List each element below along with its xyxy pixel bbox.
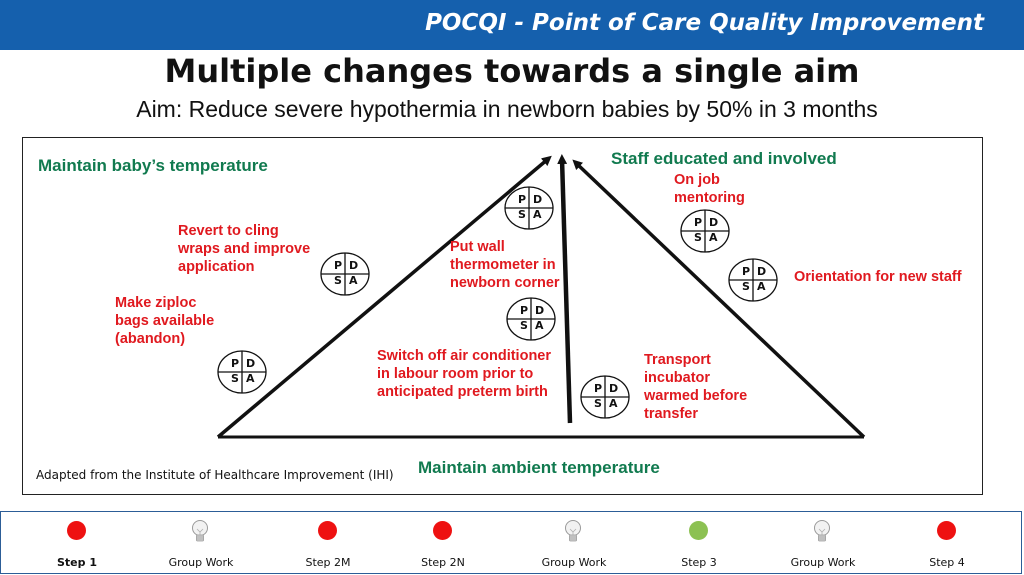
change-line: Switch off air conditioner bbox=[377, 348, 552, 364]
step-3[interactable]: Step 3 bbox=[639, 512, 759, 575]
change-orientation-new-staff: Orientation for new staff bbox=[794, 269, 962, 285]
change-on-job-mentoring: On job mentoring bbox=[674, 171, 745, 207]
source-note: Adapted from the Institute of Healthcare… bbox=[36, 468, 394, 482]
pdsa-do: D bbox=[246, 357, 256, 370]
status-dot bbox=[937, 521, 956, 540]
step-2m[interactable]: Step 2M bbox=[268, 512, 388, 575]
lightbulb-icon bbox=[192, 520, 208, 542]
lightbulb-icon bbox=[814, 520, 830, 542]
step-2n[interactable]: Step 2N bbox=[383, 512, 503, 575]
pdsa-plan: P bbox=[694, 216, 703, 229]
change-line: Put wall bbox=[450, 239, 505, 255]
step-4[interactable]: Step 4 bbox=[887, 512, 1007, 575]
change-transport-incubator: Transport incubator warmed before transf… bbox=[644, 351, 747, 423]
change-line: anticipated preterm birth bbox=[377, 384, 548, 400]
status-dot bbox=[67, 521, 86, 540]
diagram-frame bbox=[22, 137, 983, 495]
left-ramp-arrow bbox=[216, 155, 552, 439]
aim-statement: Aim: Reduce severe hypothermia in newbor… bbox=[136, 96, 878, 122]
change-line: thermometer in bbox=[450, 257, 556, 273]
change-line: bags available bbox=[115, 313, 215, 329]
pdsa-do: D bbox=[709, 216, 719, 229]
pdsa-study: S bbox=[742, 280, 750, 293]
pdsa-act: A bbox=[246, 372, 255, 385]
status-dot bbox=[318, 521, 337, 540]
pdsa-do: D bbox=[349, 259, 359, 272]
change-line: Transport bbox=[644, 352, 711, 368]
header-title: POCQI - Point of Care Quality Improvemen… bbox=[425, 10, 984, 36]
goal-maintain-ambient-temperature: Maintain ambient temperature bbox=[418, 458, 660, 477]
step-group-work-2[interactable]: Group Work bbox=[514, 512, 634, 575]
step-label: Group Work bbox=[168, 556, 234, 569]
step-label: Step 4 bbox=[929, 556, 965, 569]
step-label: Step 2M bbox=[305, 556, 351, 569]
pdsa-study: S bbox=[594, 397, 602, 410]
pdsa-act: A bbox=[709, 231, 718, 244]
pdsa-plan: P bbox=[742, 265, 751, 278]
change-line: Revert to cling bbox=[178, 223, 279, 239]
change-line: Make ziploc bbox=[115, 295, 197, 311]
step-group-work-3[interactable]: Group Work bbox=[763, 512, 883, 575]
change-line: transfer bbox=[644, 406, 698, 422]
goal-maintain-baby-temperature: Maintain baby’s temperature bbox=[38, 156, 268, 175]
change-ziploc-bags: Make ziploc bags available (abandon) bbox=[115, 294, 214, 348]
step-label: Group Work bbox=[790, 556, 856, 569]
change-line: (abandon) bbox=[115, 331, 186, 347]
change-line: wraps and improve bbox=[178, 241, 311, 257]
pdsa-do: D bbox=[533, 193, 543, 206]
pdsa-plan: P bbox=[518, 193, 527, 206]
pdsa-act: A bbox=[349, 274, 358, 287]
slide-title: Multiple changes towards a single aim bbox=[164, 52, 860, 90]
pdsa-act: A bbox=[757, 280, 766, 293]
pdsa-study: S bbox=[694, 231, 702, 244]
change-line: application bbox=[178, 259, 255, 275]
pdsa-act: A bbox=[535, 319, 544, 332]
step-progress-bar: Step 1 Group Work Step 2M Step 2N Group … bbox=[0, 511, 1022, 574]
change-wall-thermometer: Put wall thermometer in newborn corner bbox=[450, 238, 560, 292]
pdsa-study: S bbox=[520, 319, 528, 332]
pdsa-study: S bbox=[231, 372, 239, 385]
step-label: Step 2N bbox=[421, 556, 465, 569]
change-line: mentoring bbox=[674, 190, 745, 206]
pdsa-act: A bbox=[609, 397, 618, 410]
header-bar: POCQI - Point of Care Quality Improvemen… bbox=[0, 0, 1024, 50]
pdsa-do: D bbox=[535, 304, 545, 317]
pdsa-do: D bbox=[757, 265, 767, 278]
change-line: incubator bbox=[644, 370, 711, 386]
center-ramp-arrow bbox=[557, 154, 573, 424]
goal-staff-educated: Staff educated and involved bbox=[611, 149, 837, 168]
pdsa-plan: P bbox=[334, 259, 343, 272]
right-ramp-arrow bbox=[572, 159, 866, 439]
pdsa-do: D bbox=[609, 382, 619, 395]
pdsa-plan: P bbox=[231, 357, 240, 370]
change-cling-wraps: Revert to cling wraps and improve applic… bbox=[178, 222, 310, 276]
pdsa-act: A bbox=[533, 208, 542, 221]
step-group-work-1[interactable]: Group Work bbox=[141, 512, 261, 575]
step-label: Step 3 bbox=[681, 556, 717, 569]
step-label: Step 1 bbox=[57, 556, 97, 569]
pdsa-plan: P bbox=[520, 304, 529, 317]
pdsa-plan: P bbox=[594, 382, 603, 395]
change-line: in labour room prior to bbox=[377, 366, 534, 382]
change-line: On job bbox=[674, 172, 720, 188]
change-line: warmed before bbox=[644, 388, 748, 404]
status-dot bbox=[433, 521, 452, 540]
step-label: Group Work bbox=[541, 556, 607, 569]
pdsa-study: S bbox=[334, 274, 342, 287]
lightbulb-icon bbox=[565, 520, 581, 542]
step-1[interactable]: Step 1 bbox=[17, 512, 137, 575]
change-switch-off-ac: Switch off air conditioner in labour roo… bbox=[377, 347, 551, 401]
pdsa-study: S bbox=[518, 208, 526, 221]
change-line: newborn corner bbox=[450, 275, 560, 291]
status-dot bbox=[689, 521, 708, 540]
